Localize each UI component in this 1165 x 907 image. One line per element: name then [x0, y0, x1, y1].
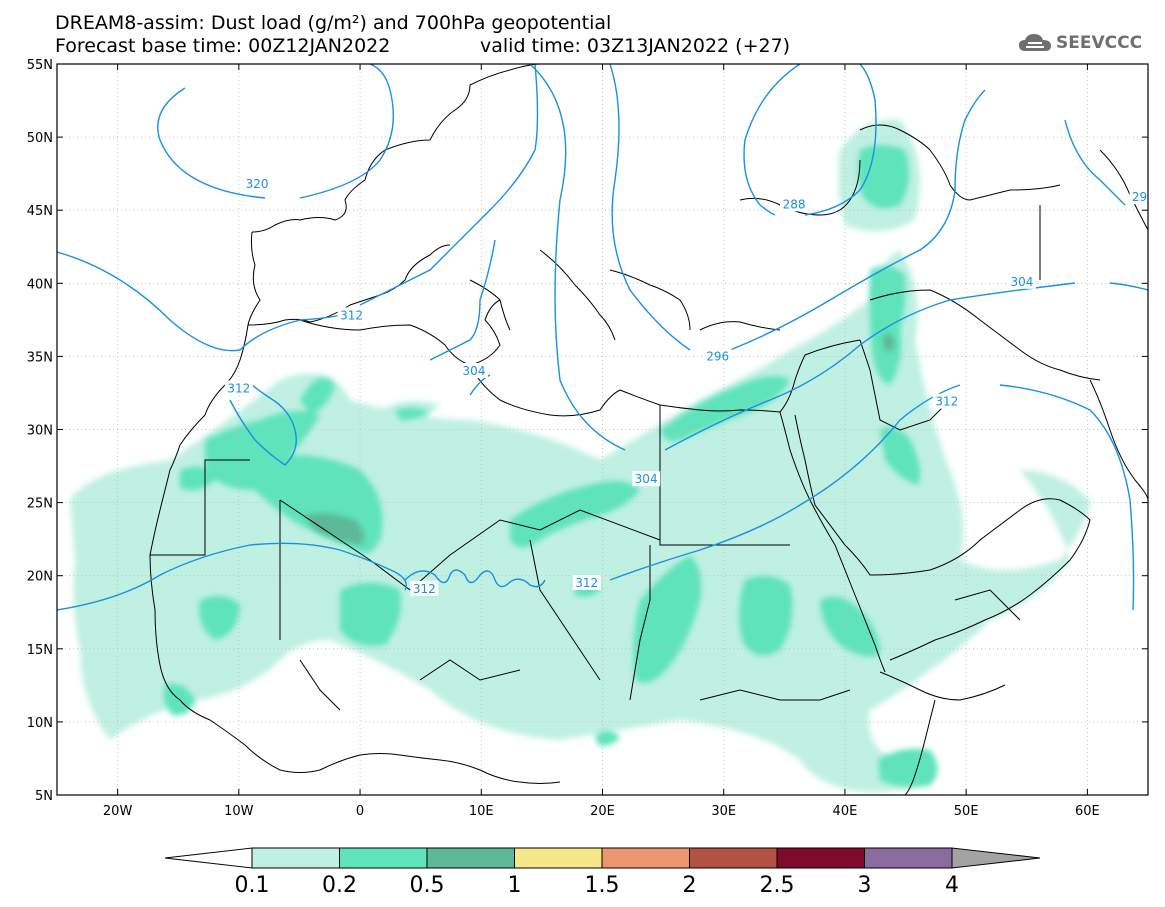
lon-tick-label: 20W [103, 804, 133, 819]
colorbar-label: 4 [945, 873, 959, 898]
contour-296-b [729, 89, 986, 351]
colorbar-label: 1.5 [585, 873, 620, 898]
contour-312-east [609, 384, 961, 581]
cloud-icon [1019, 34, 1051, 51]
contour-label: 320 [246, 177, 269, 191]
contour-304-tunisia-b [469, 374, 491, 396]
lat-tick-label: 20N [27, 570, 53, 585]
geopotential-contours [57, 64, 1148, 611]
contour-320b [299, 64, 395, 199]
contour-304-east-b [1109, 282, 1148, 291]
colorbar-label: 3 [858, 873, 872, 898]
contour-312-south [57, 542, 396, 611]
contour-label: 304 [635, 472, 658, 486]
lat-tick-label: 40N [27, 277, 53, 292]
colorbar-segment [601, 847, 690, 869]
lat-tick-label: 10N [27, 716, 53, 731]
contour-label: 288 [783, 197, 806, 211]
contour-312-west [229, 384, 297, 466]
contour-label: 312 [575, 576, 598, 590]
colorbar-segment [864, 847, 953, 869]
contour-label: 304 [463, 364, 486, 378]
lon-tick-label: 10W [224, 804, 254, 819]
colorbar-label: 0.1 [235, 873, 270, 898]
lon-tick-label: 30E [711, 804, 736, 819]
contour-312-east-b [999, 384, 1135, 611]
contour-288 [743, 64, 801, 216]
contour-label: 304 [1010, 275, 1033, 289]
lat-tick-label: 15N [27, 643, 53, 658]
contour-288-b [804, 64, 877, 216]
lon-tick-label: 0 [356, 804, 364, 819]
axes: 20W 10W 0 10E 20E 30E 40E 50E 60E 55N 50N 45N 40N 35N… [27, 58, 1148, 819]
colorbar-label: 0.2 [322, 873, 357, 898]
lon-tick-label: 40E [833, 804, 858, 819]
contour-label-bg [460, 363, 489, 379]
colorbar-label: 2.5 [760, 873, 795, 898]
contour-label: 312 [227, 382, 250, 396]
contour-label-bg [1129, 189, 1150, 205]
lat-tick-label: 55N [27, 58, 53, 73]
lat-tick-label: 25N [27, 497, 53, 512]
colorbar-label: 0.5 [410, 873, 445, 898]
contour-label-bg [337, 307, 366, 323]
map-title: DREAM8-assim: Dust load (g/m²) and 700hP… [55, 12, 612, 34]
contour-label: 29 [1132, 190, 1147, 204]
lat-tick-label: 30N [27, 424, 53, 439]
contour-312-wave [394, 569, 546, 591]
lon-tick-label: 20E [590, 804, 615, 819]
contour-label-bg [224, 380, 253, 396]
contour-29 [1064, 119, 1126, 206]
lon-tick-label: 10E [469, 804, 494, 819]
colorbar-segment [776, 847, 865, 869]
contour-304-east [664, 282, 1076, 451]
logo-text: SEEVCCC [1056, 33, 1143, 53]
contour-label-bg [632, 471, 661, 487]
contour-320 [157, 87, 266, 199]
contour-304-central [529, 64, 626, 451]
contour-312-north-b [359, 64, 539, 306]
lat-tick-label: 5N [35, 789, 53, 804]
contour-labels: 320 312 312 304 304 312 312 296 288 304 312 29 [224, 175, 1150, 596]
colorbar-segment [164, 847, 253, 869]
colorbar-segment [339, 847, 428, 869]
contour-label: 312 [413, 582, 436, 596]
lat-tick-label: 35N [27, 350, 53, 365]
forecast-base-time: Forecast base time: 00Z12JAN2022 [55, 35, 391, 57]
contour-label: 312 [935, 395, 958, 409]
contour-label-bg [1007, 273, 1036, 289]
contour-label-bg [572, 575, 601, 591]
contour-296 [609, 64, 691, 351]
contour-label-bg [703, 348, 732, 364]
contour-312-north [57, 251, 341, 352]
lon-tick-label: 60E [1075, 804, 1100, 819]
contour-label-bg [932, 393, 961, 409]
colorbar: 0.1 0.2 0.5 1 1.5 2 2.5 3 4 [164, 847, 1041, 898]
lon-tick-label: 50E [954, 804, 979, 819]
lat-tick-label: 45N [27, 204, 53, 219]
contour-label: 296 [706, 349, 729, 363]
colorbar-segment [251, 847, 340, 869]
colorbar-segment [689, 847, 778, 869]
contour-304-tunisia [429, 239, 496, 361]
colorbar-segment [514, 847, 603, 869]
seevccc-logo: SEEVCCC [1018, 28, 1142, 58]
coastlines [149, 64, 1148, 795]
lat-tick-label: 50N [27, 131, 53, 146]
colorbar-label: 1 [508, 873, 522, 898]
contour-label-bg [780, 196, 809, 212]
colorbar-segment [951, 847, 1041, 869]
contour-label-bg [243, 175, 272, 191]
valid-time: valid time: 03Z13JAN2022 (+27) [480, 35, 791, 57]
colorbar-segment [426, 847, 515, 869]
contour-label-bg [410, 580, 439, 596]
contour-label: 312 [340, 308, 363, 322]
dust-load-shading [70, 119, 1090, 792]
colorbar-label: 2 [683, 873, 697, 898]
